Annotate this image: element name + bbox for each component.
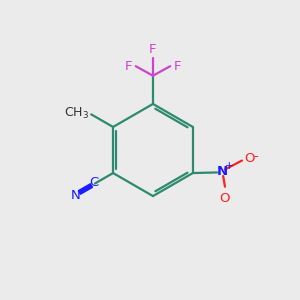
Text: F: F: [149, 43, 157, 56]
Text: F: F: [174, 60, 182, 73]
Text: O: O: [220, 192, 230, 205]
Text: O: O: [244, 152, 255, 165]
Text: -: -: [254, 150, 259, 163]
Text: N: N: [70, 189, 80, 202]
Text: F: F: [124, 60, 132, 73]
Text: C: C: [89, 176, 98, 189]
Text: +: +: [225, 161, 233, 171]
Text: CH$_3$: CH$_3$: [64, 106, 89, 121]
Text: N: N: [217, 165, 228, 178]
